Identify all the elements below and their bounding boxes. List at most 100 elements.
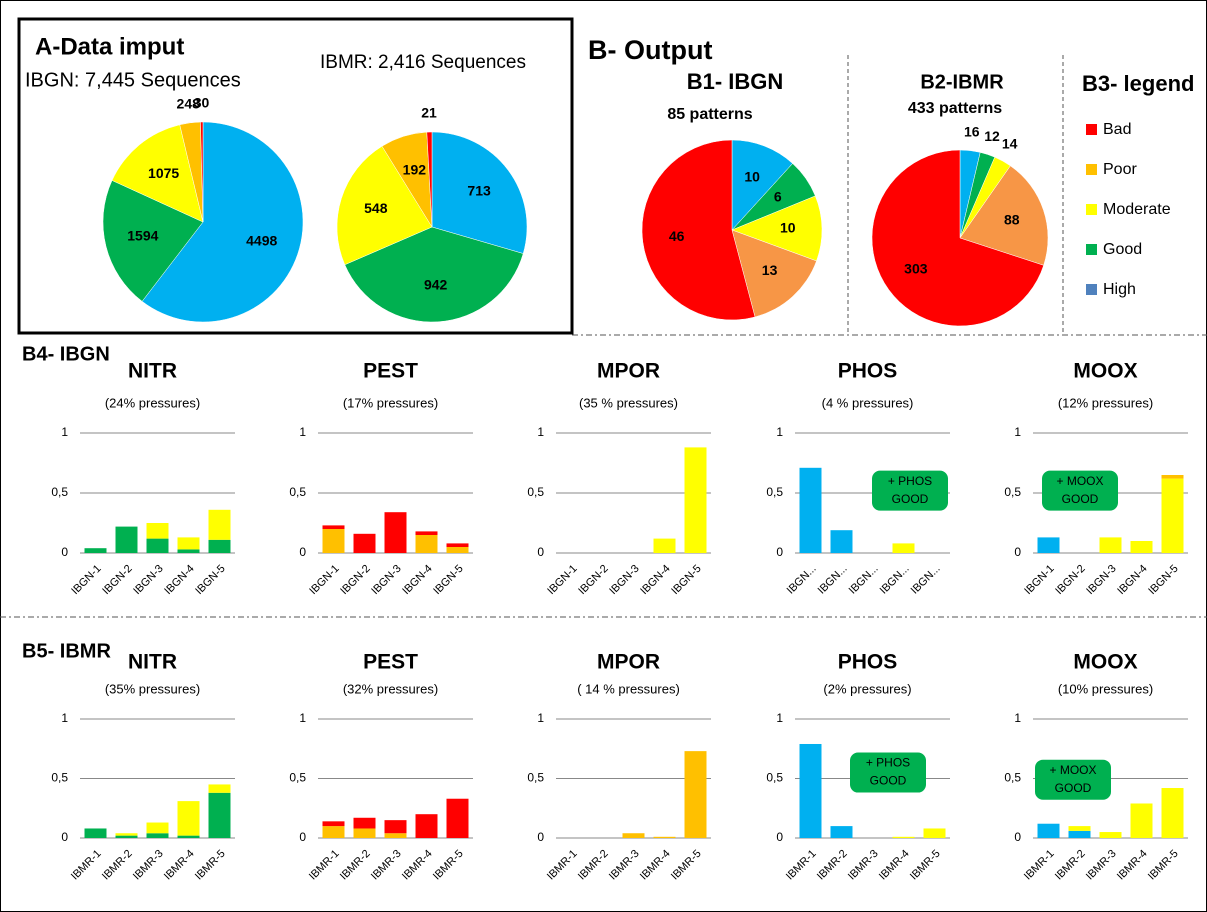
data-label: 1075 <box>148 165 179 181</box>
bar-segment <box>322 525 345 529</box>
bar-segment <box>1068 826 1091 831</box>
x-tick-label: IBMR-3 <box>607 848 642 883</box>
bar-segment <box>892 836 915 838</box>
x-tick-label: IBMR-4 <box>162 848 197 883</box>
bar-segment <box>684 751 707 838</box>
pie-slice <box>731 139 793 231</box>
x-tick-label: IBMR-1 <box>784 848 819 883</box>
chart-title: PHOS <box>838 360 898 383</box>
pie-slice <box>426 131 433 228</box>
data-label: 1594 <box>127 228 158 244</box>
y-tick-label: 0,5 <box>1004 485 1021 499</box>
bar-segment <box>115 833 138 836</box>
legend-swatch <box>1086 204 1097 215</box>
x-tick-label: IBMR-5 <box>908 848 943 883</box>
section-title: A-Data imput <box>35 33 184 60</box>
y-tick-label: 0,5 <box>289 485 306 499</box>
chart-title: B1- IBGN <box>687 69 784 94</box>
panel-a-border <box>17 17 574 335</box>
data-label: 16 <box>964 123 980 139</box>
data-label: 10 <box>780 220 796 236</box>
data-label: 713 <box>467 182 491 198</box>
pie-slice <box>111 124 204 223</box>
y-tick-label: 1 <box>61 425 68 439</box>
chart-subtitle: (10% pressures) <box>1058 681 1153 696</box>
x-tick-label: IBGN-2 <box>576 563 610 597</box>
pie-slice <box>731 229 817 318</box>
y-tick-label: 0 <box>776 830 783 844</box>
y-tick-label: 1 <box>537 711 544 725</box>
bar-segment <box>684 447 707 553</box>
x-tick-label: IBGN-3 <box>369 563 403 597</box>
chart-title: MOOX <box>1073 360 1137 383</box>
y-tick-label: 1 <box>776 711 783 725</box>
x-tick-label: IBGN-1 <box>545 563 579 597</box>
y-tick-label: 0,5 <box>289 771 306 785</box>
pie-slice <box>200 121 204 223</box>
section-title: B5- IBMR <box>22 640 111 662</box>
bar-segment <box>353 817 376 829</box>
data-label: 548 <box>364 200 388 216</box>
bar-segment <box>115 835 138 838</box>
y-tick-label: 0,5 <box>527 485 544 499</box>
x-tick-label: IBMR-4 <box>638 848 673 883</box>
bar-segment <box>1037 823 1060 838</box>
y-tick-label: 0,5 <box>51 485 68 499</box>
annotation-text: GOOD <box>1062 492 1099 506</box>
bar-segment <box>177 801 200 836</box>
annotation-box <box>1042 470 1118 511</box>
bar-segment <box>1037 537 1060 553</box>
x-tick-label: IBGN-3 <box>607 563 641 597</box>
bar-segment <box>146 538 169 553</box>
x-tick-label: IBGN... <box>785 563 819 597</box>
annotation-text: GOOD <box>870 774 907 788</box>
x-tick-label: IBGN-3 <box>131 563 165 597</box>
data-label: 30 <box>194 95 210 111</box>
y-tick-label: 0,5 <box>51 771 68 785</box>
x-tick-label: IBMR-2 <box>1053 848 1088 883</box>
bar-segment <box>923 828 946 838</box>
chart-title: NITR <box>128 651 177 674</box>
x-tick-label: IBMR-3 <box>846 848 881 883</box>
y-tick-label: 0 <box>299 830 306 844</box>
y-tick-label: 0 <box>1014 545 1021 559</box>
annotation-text: + MOOX <box>1049 763 1096 777</box>
annotation-box <box>1035 759 1111 800</box>
bar-segment <box>1068 830 1091 838</box>
legend-swatch <box>1086 244 1097 255</box>
bar-segment <box>622 833 645 838</box>
x-tick-label: IBMR-3 <box>1084 848 1119 883</box>
bar-segment <box>384 833 407 838</box>
data-label: 46 <box>669 228 685 244</box>
bar-segment <box>1130 803 1153 838</box>
bar-segment <box>177 537 200 550</box>
data-label: 12 <box>984 128 1000 144</box>
x-tick-label: IBMR-2 <box>100 848 135 883</box>
section-title: B- Output <box>588 35 712 65</box>
data-label: 6 <box>774 189 782 205</box>
bar-segment <box>446 547 469 553</box>
bar-segment <box>322 529 345 553</box>
y-tick-label: 0 <box>61 545 68 559</box>
bar-segment <box>115 526 138 553</box>
pie-slice <box>431 131 528 254</box>
chart-title: PEST <box>363 651 418 674</box>
chart-title: PEST <box>363 360 418 383</box>
annotation-box <box>850 752 926 793</box>
y-tick-label: 0 <box>299 545 306 559</box>
x-tick-label: IBGN... <box>847 563 881 597</box>
y-tick-label: 0,5 <box>766 485 783 499</box>
annotation-text: + PHOS <box>866 756 910 770</box>
legend-swatch <box>1086 124 1097 135</box>
x-tick-label: IBMR-2 <box>338 848 373 883</box>
legend-label: Good <box>1103 241 1142 258</box>
chart-title: MPOR <box>597 651 660 674</box>
chart-subtitle: (2% pressures) <box>823 681 911 696</box>
data-label: 303 <box>904 261 928 277</box>
x-tick-label: IBGN-1 <box>1022 563 1056 597</box>
y-tick-label: 1 <box>537 425 544 439</box>
annotation-box <box>872 470 948 511</box>
data-label: 13 <box>762 262 778 278</box>
bar-segment <box>415 531 438 535</box>
legend-swatch <box>1086 164 1097 175</box>
